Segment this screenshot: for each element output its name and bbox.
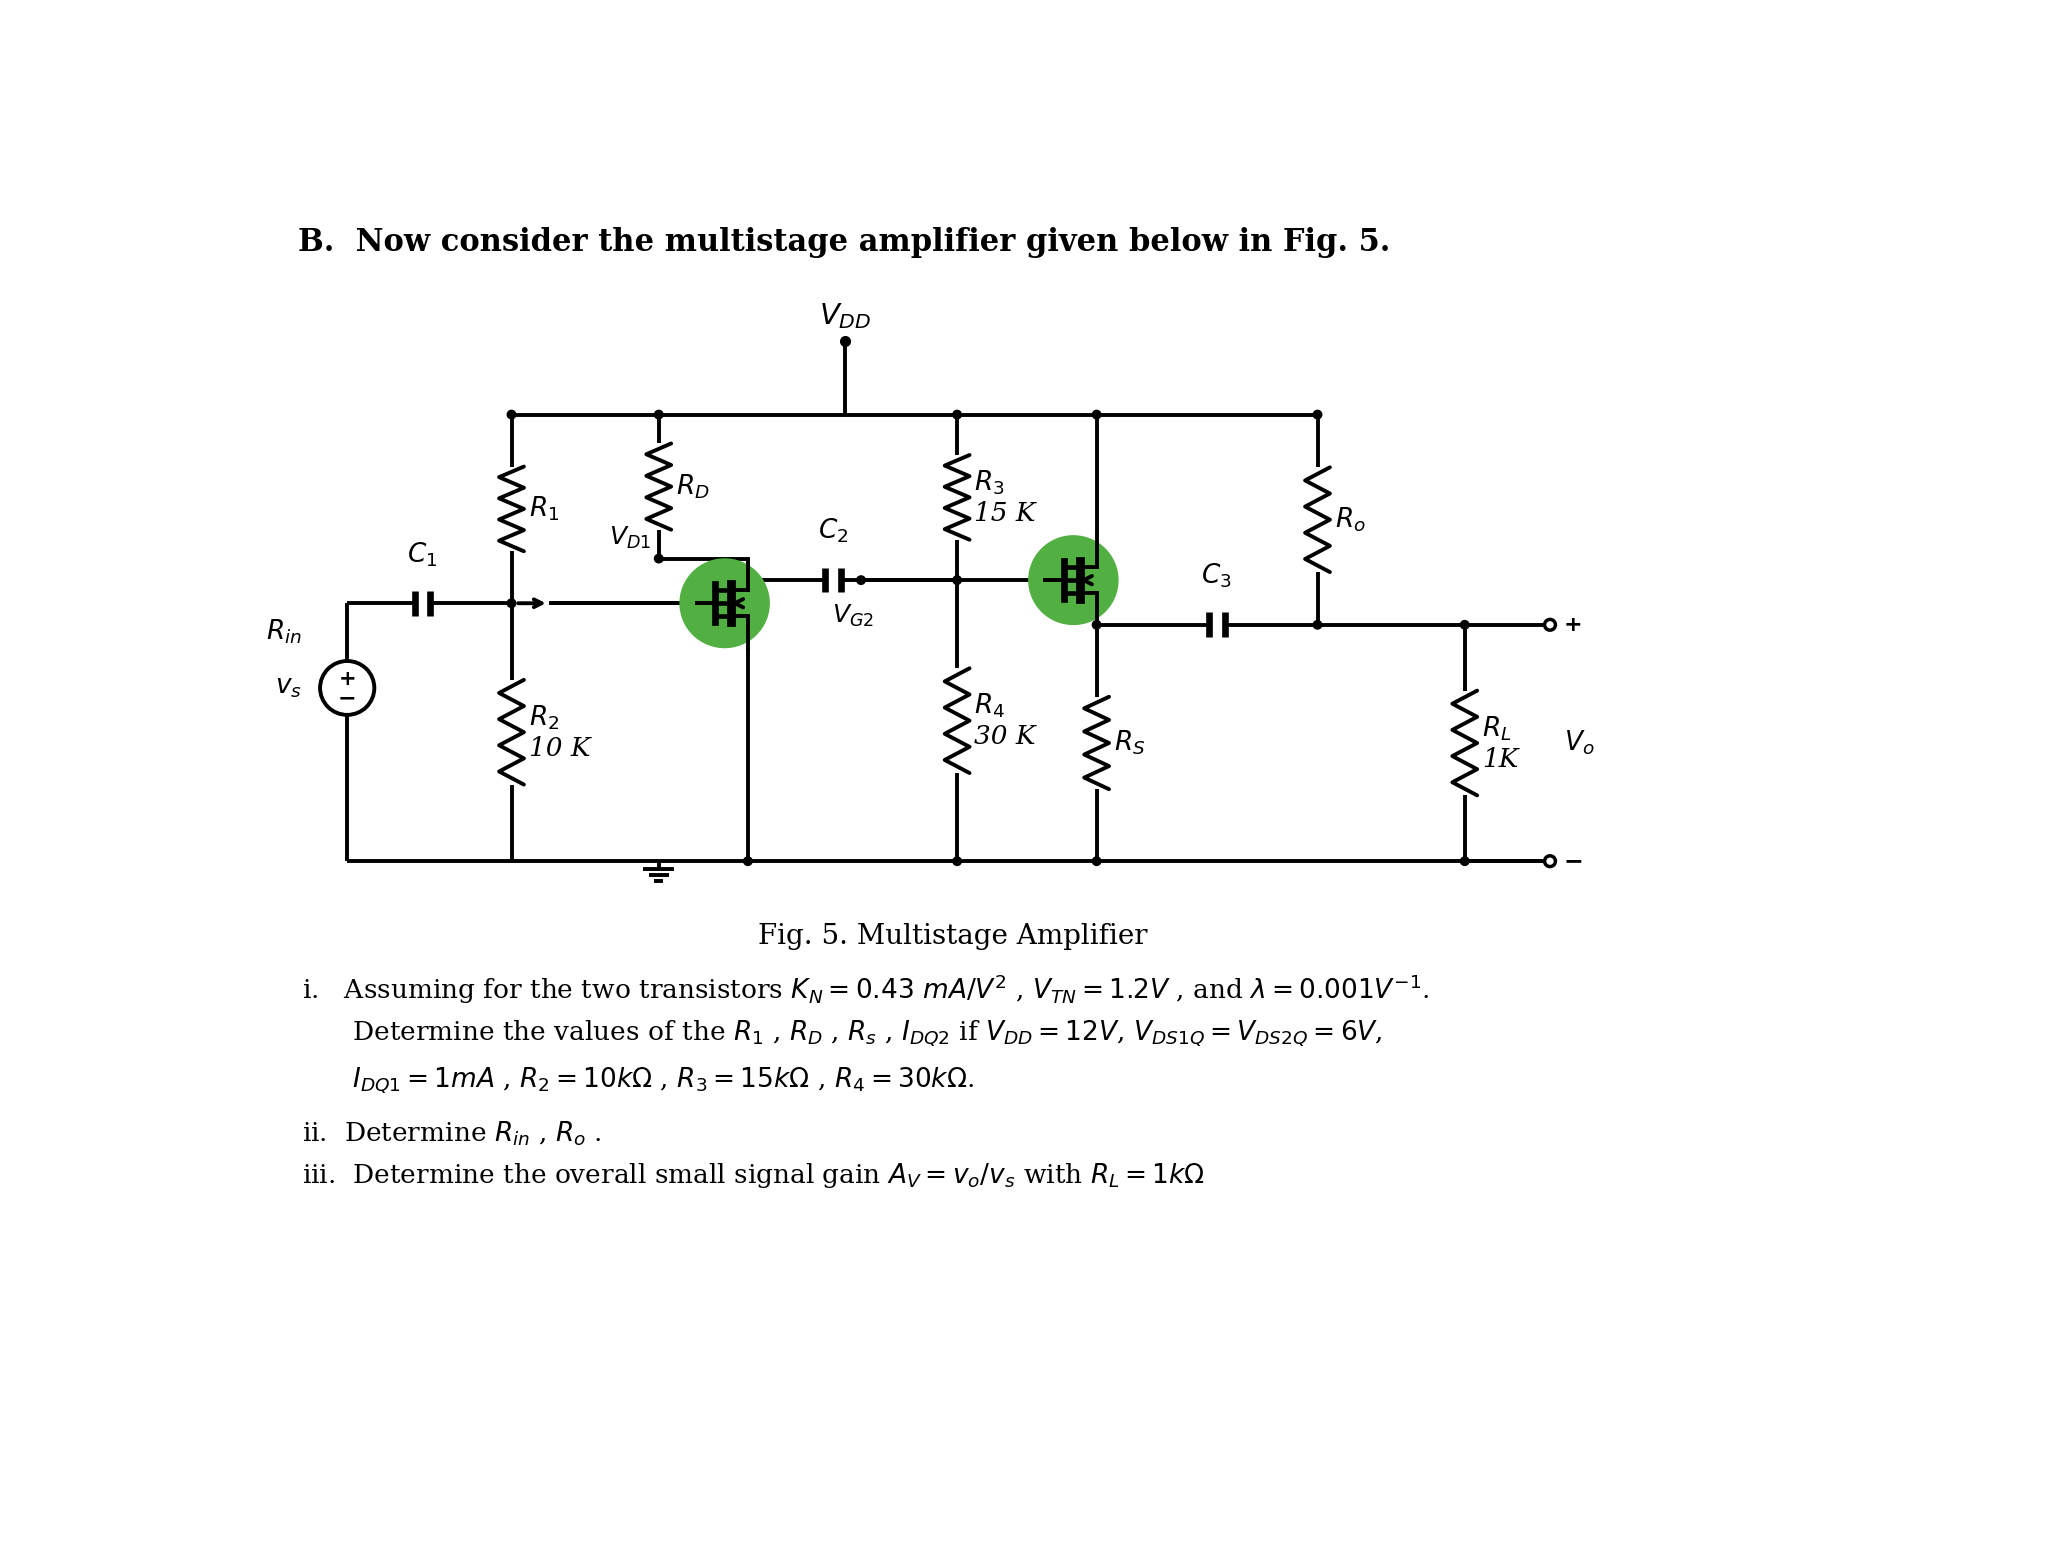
Circle shape xyxy=(655,555,663,562)
Text: $V_{DD}$: $V_{DD}$ xyxy=(818,301,872,331)
Text: $R_3$
15 K: $R_3$ 15 K xyxy=(974,469,1035,526)
Text: +: + xyxy=(1563,615,1582,634)
Circle shape xyxy=(953,858,962,865)
Circle shape xyxy=(1545,620,1555,629)
Text: −: − xyxy=(338,689,356,709)
Circle shape xyxy=(857,576,865,584)
Text: −: − xyxy=(1563,850,1584,873)
Text: +: + xyxy=(338,669,356,689)
Text: $C_2$: $C_2$ xyxy=(818,517,849,545)
Circle shape xyxy=(1314,620,1322,629)
Text: $R_L$
1K: $R_L$ 1K xyxy=(1481,714,1518,772)
Circle shape xyxy=(953,576,962,584)
Text: $V_{D1}$: $V_{D1}$ xyxy=(610,525,651,551)
Text: Determine the values of the $R_1$ , $R_D$ , $R_s$ , $I_{DQ2}$ if $V_{DD} = 12V$,: Determine the values of the $R_1$ , $R_D… xyxy=(303,1018,1383,1050)
Text: $V_o$: $V_o$ xyxy=(1563,729,1594,758)
Text: $R_D$: $R_D$ xyxy=(675,472,710,501)
Circle shape xyxy=(1093,411,1101,419)
Circle shape xyxy=(1093,858,1101,865)
Circle shape xyxy=(953,411,962,419)
Text: ii.  Determine $R_{in}$ , $R_o$ .: ii. Determine $R_{in}$ , $R_o$ . xyxy=(303,1118,602,1148)
Ellipse shape xyxy=(1029,536,1117,625)
Text: $R_1$: $R_1$ xyxy=(528,495,559,523)
Circle shape xyxy=(743,858,753,865)
Circle shape xyxy=(1461,858,1469,865)
Text: $R_4$
30 K: $R_4$ 30 K xyxy=(974,692,1035,750)
Text: i.   Assuming for the two transistors $K_N = 0.43\ mA/V^2$ , $V_{TN} = 1.2V$ , a: i. Assuming for the two transistors $K_N… xyxy=(303,973,1430,1006)
Circle shape xyxy=(1314,411,1322,419)
Circle shape xyxy=(1545,856,1555,867)
Text: $v_s$: $v_s$ xyxy=(276,675,303,700)
Circle shape xyxy=(655,411,663,419)
Ellipse shape xyxy=(679,559,769,648)
Text: $R_o$: $R_o$ xyxy=(1334,506,1365,534)
Text: Fig. 5. Multistage Amplifier: Fig. 5. Multistage Amplifier xyxy=(759,923,1148,950)
Text: $R_S$: $R_S$ xyxy=(1113,729,1146,758)
Text: $R_{in}$: $R_{in}$ xyxy=(266,619,303,647)
Text: iii.  Determine the overall small signal gain $A_V = v_o/v_s$ with $R_L = 1k\Ome: iii. Determine the overall small signal … xyxy=(303,1162,1205,1190)
Circle shape xyxy=(507,411,516,419)
Text: $R_2$
10 K: $R_2$ 10 K xyxy=(528,703,589,761)
Text: $I_{DQ1} = 1mA$ , $R_2 = 10k\Omega$ , $R_3 = 15k\Omega$ , $R_4 = 30k\Omega$.: $I_{DQ1} = 1mA$ , $R_2 = 10k\Omega$ , $R… xyxy=(303,1065,974,1095)
Circle shape xyxy=(1461,620,1469,629)
Text: B.  Now consider the multistage amplifier given below in Fig. 5.: B. Now consider the multistage amplifier… xyxy=(299,228,1391,258)
Text: $C_1$: $C_1$ xyxy=(407,540,438,569)
Text: $C_3$: $C_3$ xyxy=(1201,562,1232,590)
Circle shape xyxy=(1093,620,1101,629)
Text: $V_{G2}$: $V_{G2}$ xyxy=(833,603,874,629)
Circle shape xyxy=(507,598,516,608)
